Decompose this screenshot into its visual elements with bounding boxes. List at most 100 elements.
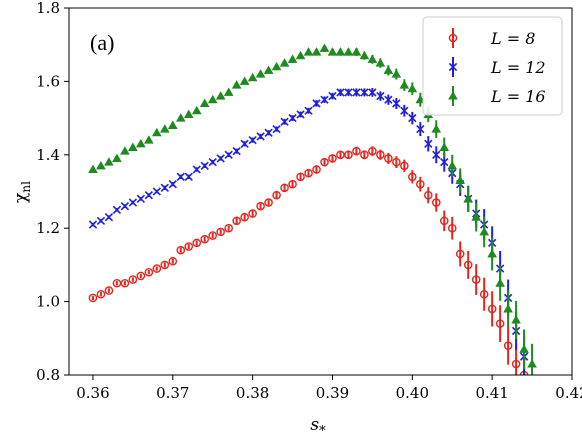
- data-point: [248, 209, 257, 218]
- data-point: [215, 91, 226, 100]
- data-point: [479, 289, 489, 299]
- data-point: [335, 47, 346, 56]
- data-point: [88, 164, 98, 174]
- data-point: [231, 80, 242, 89]
- data-point: [144, 191, 154, 200]
- series-2: [88, 43, 537, 375]
- data-point: [271, 61, 282, 71]
- data-point: [304, 168, 313, 178]
- data-point: [320, 95, 329, 104]
- data-point: [272, 124, 281, 134]
- y-tick-label: 1.8: [36, 0, 60, 17]
- y-tick-label: 0.8: [36, 366, 60, 384]
- data-point: [256, 132, 265, 141]
- data-point: [216, 227, 225, 237]
- data-point: [192, 238, 202, 248]
- data-point: [280, 117, 289, 126]
- data-point: [287, 54, 298, 63]
- data-point: [224, 150, 233, 159]
- data-point: [112, 205, 122, 215]
- legend: L = 8 L = 12 L = 16: [422, 16, 563, 116]
- data-point: [439, 216, 449, 226]
- data-point: [168, 256, 178, 266]
- data-point: [384, 95, 393, 104]
- legend-box: [422, 16, 563, 116]
- y-tick-label: 1.2: [36, 219, 60, 237]
- data-point: [400, 161, 409, 171]
- data-point: [351, 47, 362, 56]
- data-point: [463, 260, 473, 270]
- data-point: [359, 50, 370, 60]
- data-point: [312, 165, 321, 174]
- panel-annotation: (a): [90, 30, 114, 55]
- data-point: [495, 278, 505, 287]
- data-point: [455, 175, 466, 185]
- legend-marker: [448, 62, 458, 72]
- data-point: [311, 47, 322, 56]
- data-point: [527, 359, 537, 368]
- data-point: [223, 87, 234, 96]
- data-point: [392, 157, 401, 167]
- x-axis-label-sub: *: [319, 424, 326, 437]
- data-point: [487, 304, 497, 314]
- data-point: [120, 146, 130, 155]
- data-point: [328, 91, 337, 101]
- data-point: [232, 216, 241, 226]
- data-point: [104, 213, 114, 222]
- data-point: [360, 88, 369, 97]
- data-point: [272, 190, 281, 200]
- legend-label: L = 8: [490, 29, 535, 48]
- x-tick-label: 0.42: [555, 384, 582, 402]
- legend-entries: L = 8 L = 12 L = 16: [448, 28, 546, 106]
- data-point: [431, 198, 441, 207]
- data-point: [295, 50, 306, 60]
- data-point: [479, 226, 489, 236]
- data-point: [344, 150, 353, 160]
- y-axis-label-main: χ: [11, 193, 31, 203]
- data-point: [279, 58, 290, 67]
- data-point: [288, 179, 297, 189]
- data-point: [256, 201, 265, 211]
- data-point: [128, 198, 138, 207]
- x-axis-label: s*: [310, 415, 326, 437]
- data-point: [416, 124, 425, 134]
- data-point: [360, 150, 369, 160]
- y-axis-label: χnl: [11, 181, 33, 203]
- data-point: [112, 278, 122, 288]
- data-point: [511, 315, 521, 324]
- data-point: [463, 193, 474, 203]
- data-point: [264, 198, 273, 207]
- data-point: [167, 120, 178, 129]
- data-point: [423, 190, 433, 200]
- data-point: [192, 165, 201, 174]
- y-tick-label: 1.6: [36, 72, 60, 90]
- y-tick-label: 1.4: [36, 146, 60, 164]
- data-point: [503, 341, 513, 350]
- data-point: [447, 160, 458, 170]
- data-point: [120, 278, 130, 288]
- data-point: [88, 293, 98, 303]
- data-point: [207, 94, 218, 104]
- data-point: [447, 223, 457, 233]
- data-point: [296, 172, 305, 182]
- data-point: [439, 142, 450, 151]
- data-point: [200, 234, 210, 244]
- data-point: [144, 267, 154, 277]
- data-point: [511, 359, 521, 369]
- data-point: [327, 47, 338, 56]
- data-point: [455, 249, 465, 259]
- x-tick-label: 0.36: [76, 384, 109, 402]
- data-point: [367, 54, 378, 63]
- data-point: [239, 76, 250, 85]
- data-point: [424, 139, 433, 148]
- data-point: [96, 216, 106, 226]
- data-point: [184, 242, 194, 251]
- data-point: [248, 135, 257, 145]
- data-point: [304, 106, 313, 115]
- data-point: [112, 153, 122, 162]
- data-point: [208, 157, 217, 167]
- data-point: [120, 202, 130, 211]
- data-point: [176, 172, 185, 181]
- data-point: [208, 231, 218, 240]
- data-point: [176, 245, 186, 255]
